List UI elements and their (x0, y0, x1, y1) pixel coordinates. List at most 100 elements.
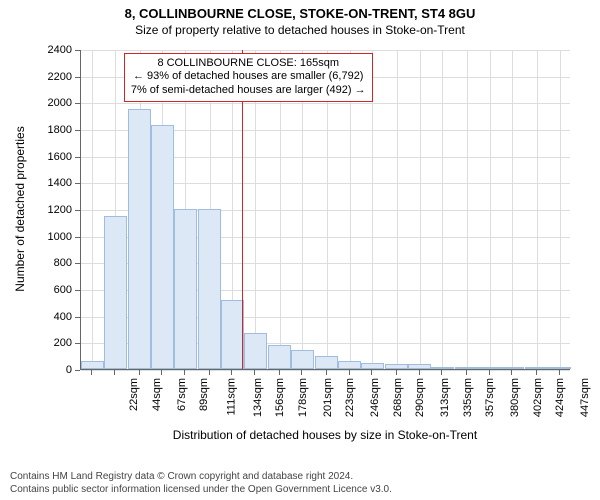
ytick-label: 600 (0, 284, 72, 296)
ytick-label: 200 (0, 337, 72, 349)
xtick-label: 246sqm (369, 378, 381, 417)
ytick-label: 1000 (0, 231, 72, 243)
xtick-label: 22sqm (129, 378, 141, 411)
ytick-mark (75, 317, 80, 318)
xtick-mark (161, 370, 162, 375)
xtick-mark (114, 370, 115, 375)
ytick-label: 400 (0, 311, 72, 323)
histogram-bar (104, 216, 127, 369)
histogram-bar (361, 363, 384, 369)
ytick-mark (75, 130, 80, 131)
footer-line-1: Contains HM Land Registry data © Crown c… (10, 471, 590, 484)
xtick-label: 313sqm (439, 378, 451, 417)
ytick-mark (75, 50, 80, 51)
histogram-bar (315, 356, 338, 369)
ytick-label: 0 (0, 364, 72, 376)
ytick-mark (75, 103, 80, 104)
xtick-mark (231, 370, 232, 375)
xtick-mark (91, 370, 92, 375)
histogram-bar (221, 300, 244, 369)
gridline-horizontal (81, 50, 570, 51)
gridline-vertical (420, 50, 421, 369)
histogram-bar (81, 361, 104, 369)
xtick-mark (279, 370, 280, 375)
xtick-label: 156sqm (275, 378, 287, 417)
histogram-bar (151, 125, 174, 369)
ytick-mark (75, 290, 80, 291)
histogram-bar (408, 364, 431, 369)
ytick-mark (75, 77, 80, 78)
gridline-vertical (442, 50, 443, 369)
xtick-mark (419, 370, 420, 375)
xtick-label: 67sqm (176, 378, 188, 411)
gridline-vertical (537, 50, 538, 369)
annotation-line: 7% of semi-detached houses are larger (4… (131, 84, 366, 98)
ytick-label: 2000 (0, 97, 72, 109)
xtick-mark (511, 370, 512, 375)
xtick-label: 335sqm (462, 378, 474, 417)
xtick-label: 290sqm (415, 378, 427, 417)
xtick-label: 223sqm (345, 378, 357, 417)
xtick-label: 268sqm (392, 378, 404, 417)
ytick-mark (75, 263, 80, 264)
y-axis-label: Number of detached properties (13, 109, 27, 309)
footer-line-2: Contains public sector information licen… (10, 484, 590, 497)
xtick-mark (536, 370, 537, 375)
xtick-label: 447sqm (579, 378, 591, 417)
ytick-mark (75, 157, 80, 158)
gridline-vertical (560, 50, 561, 369)
gridline-vertical (92, 50, 93, 369)
gridline-vertical (490, 50, 491, 369)
histogram-bar (548, 367, 571, 369)
histogram-bar (291, 350, 314, 369)
xtick-mark (396, 370, 397, 375)
gridline-vertical (467, 50, 468, 369)
xtick-label: 201sqm (322, 378, 334, 417)
gridline-horizontal (81, 103, 570, 104)
chart-title: 8, COLLINBOURNE CLOSE, STOKE-ON-TRENT, S… (0, 0, 600, 21)
xtick-mark (489, 370, 490, 375)
histogram-bar (338, 361, 361, 369)
xtick-mark (254, 370, 255, 375)
xtick-label: 380sqm (509, 378, 521, 417)
gridline-vertical (397, 50, 398, 369)
annotation-line: 8 COLLINBOURNE CLOSE: 165sqm (131, 57, 366, 71)
histogram-bar (244, 333, 267, 369)
histogram-bar (385, 364, 408, 369)
histogram-bar (268, 345, 291, 369)
ytick-label: 1800 (0, 124, 72, 136)
ytick-mark (75, 210, 80, 211)
histogram-bar (478, 367, 501, 369)
xtick-mark (559, 370, 560, 375)
ytick-mark (75, 370, 80, 371)
histogram-bar (455, 367, 478, 369)
xtick-mark (301, 370, 302, 375)
xtick-label: 402sqm (532, 378, 544, 417)
xtick-mark (326, 370, 327, 375)
xtick-label: 178sqm (298, 378, 310, 417)
xtick-label: 134sqm (252, 378, 264, 417)
annotation-box: 8 COLLINBOURNE CLOSE: 165sqm← 93% of det… (124, 53, 373, 102)
chart-subtitle: Size of property relative to detached ho… (0, 21, 600, 37)
ytick-mark (75, 183, 80, 184)
ytick-label: 1600 (0, 151, 72, 163)
xtick-mark (371, 370, 372, 375)
histogram-bar (198, 209, 221, 369)
ytick-label: 1400 (0, 177, 72, 189)
xtick-mark (209, 370, 210, 375)
xtick-label: 44sqm (152, 378, 164, 411)
xtick-mark (184, 370, 185, 375)
xtick-label: 111sqm (226, 378, 238, 416)
gridline-vertical (512, 50, 513, 369)
x-axis-label: Distribution of detached houses by size … (80, 428, 570, 442)
xtick-mark (466, 370, 467, 375)
plot-area: 8 COLLINBOURNE CLOSE: 165sqm← 93% of det… (80, 50, 570, 370)
xtick-label: 424sqm (555, 378, 567, 417)
ytick-mark (75, 237, 80, 238)
histogram-bar (501, 367, 524, 369)
ytick-mark (75, 343, 80, 344)
ytick-label: 2200 (0, 71, 72, 83)
xtick-label: 357sqm (485, 378, 497, 417)
histogram-bar (128, 109, 151, 369)
histogram-bar (525, 367, 548, 369)
